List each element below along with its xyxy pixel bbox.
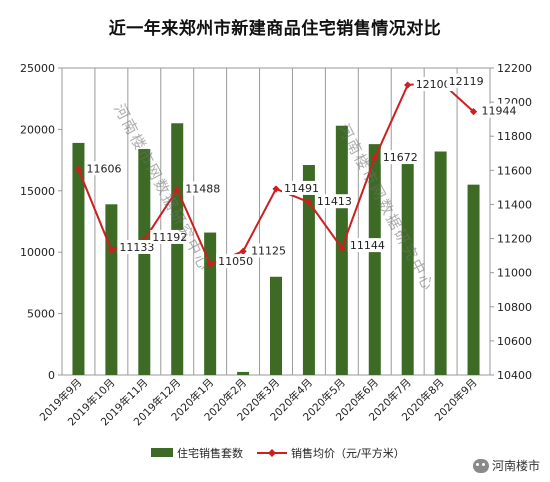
y-right-tick-label: 11600 — [497, 164, 532, 177]
y-right-tick-label: 10400 — [497, 369, 532, 382]
bar — [72, 142, 85, 375]
bar — [138, 149, 151, 375]
bar — [401, 163, 414, 375]
legend-label-line: 销售均价（元/平方米） — [291, 446, 405, 460]
y-left-tick-label: 15000 — [20, 185, 55, 198]
data-label: 11606 — [86, 162, 121, 175]
bar — [368, 144, 381, 375]
price-marker — [272, 185, 280, 193]
price-marker — [107, 246, 115, 254]
y-left-tick-label: 25000 — [20, 62, 55, 75]
data-label: 11488 — [185, 182, 220, 195]
legend-label-bar: 住宅销售套数 — [177, 446, 243, 460]
bar — [204, 232, 217, 375]
price-marker — [206, 260, 214, 268]
data-label-bg — [413, 77, 454, 92]
data-label-bg — [380, 150, 421, 165]
brand-mark: 河南楼市 — [472, 457, 540, 474]
data-label: 11672 — [383, 151, 418, 164]
y-right-tick-label: 10600 — [497, 335, 532, 348]
data-label-bg — [347, 238, 388, 253]
wechat-icon — [472, 458, 489, 473]
data-label-bg — [183, 181, 224, 196]
data-label-bg — [446, 73, 487, 88]
data-label: 11144 — [350, 239, 385, 252]
y-right-tick-label: 11400 — [497, 198, 532, 211]
legend-swatch-marker — [268, 449, 276, 457]
bar — [237, 371, 250, 375]
price-marker — [305, 198, 313, 206]
data-label-bg — [479, 103, 520, 118]
y-right-tick-label: 10800 — [497, 301, 532, 314]
data-label-bg — [314, 194, 355, 209]
brand-name: 河南楼市 — [491, 459, 540, 473]
chart-title: 近一年来郑州市新建商品住宅销售情况对比 — [108, 19, 442, 39]
price-marker — [469, 108, 478, 116]
bar — [105, 204, 118, 375]
y-right-tick-label: 11000 — [497, 267, 532, 280]
data-label-bg — [282, 180, 322, 195]
data-label-bg — [84, 161, 125, 176]
data-label: 11133 — [119, 241, 154, 254]
data-label: 11125 — [251, 244, 286, 257]
legend-swatch-bar — [151, 448, 173, 457]
price-marker — [239, 247, 247, 255]
bar — [467, 184, 480, 375]
price-marker — [404, 81, 412, 89]
data-label: 11192 — [152, 231, 187, 244]
bar — [302, 165, 315, 375]
y-right-tick-label: 12200 — [497, 62, 532, 75]
data-label: 11413 — [317, 195, 352, 208]
price-marker — [74, 165, 83, 173]
price-marker — [173, 185, 181, 194]
y-left-tick-label: 0 — [48, 369, 55, 382]
y-left-tick-label: 20000 — [20, 123, 55, 136]
data-label-bg — [216, 254, 257, 269]
y-left-tick-label: 5000 — [27, 308, 55, 321]
data-label-bg — [150, 229, 191, 244]
y-right-tick-label: 11800 — [497, 130, 532, 143]
data-label-bg — [249, 243, 290, 258]
data-label: 11491 — [284, 182, 319, 195]
price-marker — [338, 244, 346, 252]
y-left-tick-label: 10000 — [20, 246, 55, 259]
data-label: 11050 — [218, 255, 253, 268]
price-marker — [371, 154, 379, 162]
data-label: 11944 — [482, 105, 517, 118]
y-right-tick-label: 11200 — [497, 233, 532, 246]
data-label-bg — [117, 239, 158, 254]
bar — [270, 276, 282, 375]
data-label: 12119 — [449, 75, 484, 88]
data-label: 12100 — [416, 78, 451, 91]
bar — [171, 123, 184, 375]
bar — [434, 151, 447, 375]
